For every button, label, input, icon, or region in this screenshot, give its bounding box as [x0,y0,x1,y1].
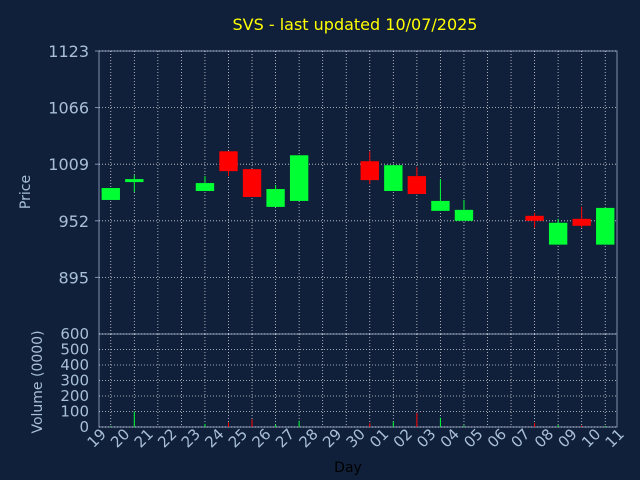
x-tick-label: 08 [531,425,557,451]
volume-axis-label: Volume (0000) [30,330,46,433]
price-tick-label: 895 [58,268,89,287]
candle-body [125,179,144,183]
x-tick-label: 01 [366,425,392,451]
candle-body [266,189,285,207]
x-axis-ticks: 1920212223242526272829300102030405060708… [84,425,628,451]
x-tick-label: 04 [437,425,463,451]
x-tick-label: 26 [248,425,274,451]
candle-body [454,209,474,221]
x-tick-label: 09 [555,425,581,451]
candle-body [596,207,615,245]
volume-tick-label: 0 [79,418,89,436]
volume-tick-label: 300 [60,372,89,390]
x-tick-label: 11 [602,425,628,451]
x-tick-label: 05 [460,425,486,451]
x-tick-label: 24 [201,425,227,451]
candle-body [525,215,544,221]
x-tick-label: 06 [484,425,510,451]
x-tick-label: 28 [296,425,322,451]
x-tick-label: 23 [178,425,204,451]
price-tick-label: 1009 [48,155,89,174]
x-tick-label: 30 [343,425,369,451]
candle-body [219,151,238,172]
x-tick-label: 25 [225,425,251,451]
candle-body [242,169,262,197]
volume-tick-label: 400 [60,356,89,374]
candle-body [407,176,427,194]
price-panel-frame [98,50,618,335]
volume-tick-label: 600 [60,325,89,343]
x-tick-label: 27 [272,425,298,451]
x-tick-label: 02 [390,425,416,451]
candle-body [195,183,215,192]
chart-title: SVS - last updated 10/07/2025 [233,15,478,34]
x-tick-label: 29 [319,425,345,451]
candle-body [548,222,568,245]
candle-body [360,161,379,181]
x-tick-label: 20 [107,425,133,451]
x-tick-label: 07 [507,425,533,451]
volume-tick-label: 500 [60,341,89,359]
price-tick-label: 1123 [48,42,89,61]
candle-body [101,188,120,200]
candle-body [384,165,403,192]
candle-body [289,155,309,201]
x-tick-label: 22 [154,425,180,451]
x-tick-label: 10 [578,425,604,451]
volume-tick-label: 200 [60,387,89,405]
x-tick-label: 03 [413,425,439,451]
price-axis-label: Price [18,175,34,209]
price-tick-label: 952 [58,212,89,231]
price-tick-label: 1066 [48,99,89,118]
candle-body [431,200,450,211]
price-panel: 895 952 1009 1066 1123 [48,42,618,335]
volume-tick-label: 100 [60,403,89,421]
candle-body [572,218,591,226]
x-tick-label: 21 [131,425,157,451]
x-axis-label: Day [334,460,362,476]
